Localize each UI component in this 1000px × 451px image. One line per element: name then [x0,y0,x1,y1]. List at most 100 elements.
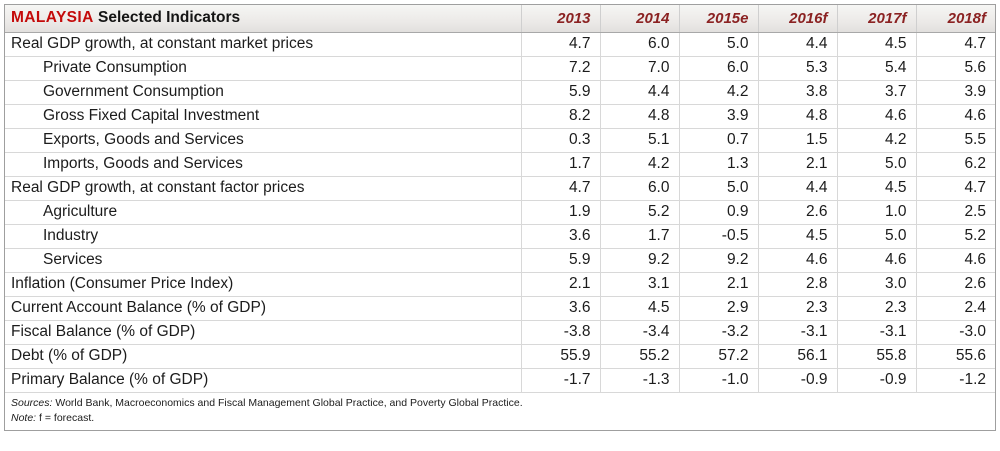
cell-value: 5.2 [915,223,995,248]
cell-value: 5.0 [678,31,758,56]
table-row: Services 5.9 9.2 9.2 4.6 4.6 4.6 [5,247,995,272]
table-row: Exports, Goods and Services 0.3 5.1 0.7 1.5 4… [5,127,995,152]
row-label: Imports, Goods and Services [5,151,521,176]
cell-value: 4.2 [599,151,679,176]
cell-value: -3.2 [678,319,758,344]
cell-value: 5.5 [915,127,995,152]
row-label: Industry [5,223,521,248]
year-header-2017f: 2017f [836,5,916,33]
cell-value: 3.8 [757,79,837,104]
cell-value: 3.1 [599,271,679,296]
cell-value: -0.9 [836,367,916,392]
cell-value: 4.6 [915,247,995,272]
cell-value: 4.7 [520,175,600,200]
cell-value: 3.6 [520,295,600,320]
cell-value: 1.7 [599,223,679,248]
cell-value: 5.3 [757,55,837,80]
cell-value: 55.6 [915,343,995,368]
cell-value: 4.7 [915,175,995,200]
cell-value: 2.3 [757,295,837,320]
table-row: Imports, Goods and Services 1.7 4.2 1.3 2.1 5… [5,151,995,176]
row-label: Debt (% of GDP) [5,343,521,368]
cell-value: 5.9 [520,79,600,104]
cell-value: 0.9 [678,199,758,224]
cell-value: -0.5 [678,223,758,248]
row-label: Real GDP growth, at constant market pric… [5,31,521,56]
table-row: Current Account Balance (% of GDP) 3.6 4.5… [5,295,995,320]
row-label: Inflation (Consumer Price Index) [5,271,521,296]
table-row: Agriculture 1.9 5.2 0.9 2.6 1.0 2.5 [5,199,995,224]
cell-value: 2.6 [915,271,995,296]
cell-value: 3.9 [678,103,758,128]
cell-value: 4.5 [836,31,916,56]
cell-value: 1.9 [520,199,600,224]
table-row: Private Consumption 7.2 7.0 6.0 5.3 5.4 5.6 [5,55,995,80]
cell-value: 2.1 [678,271,758,296]
table-row: Real GDP growth, at constant market pric… [5,31,995,56]
cell-value: 0.3 [520,127,600,152]
year-header-2013: 2013 [520,5,600,33]
cell-value: 4.5 [757,223,837,248]
cell-value: 5.0 [836,151,916,176]
year-header-2018f: 2018f [915,5,995,33]
cell-value: 5.6 [915,55,995,80]
cell-value: -3.0 [915,319,995,344]
cell-value: 55.8 [836,343,916,368]
cell-value: 4.4 [599,79,679,104]
note-label: Note: [11,411,37,424]
cell-value: -1.0 [678,367,758,392]
cell-value: 4.2 [836,127,916,152]
year-header-2016f: 2016f [757,5,837,33]
cell-value: 1.5 [757,127,837,152]
cell-value: 3.0 [836,271,916,296]
cell-value: 5.0 [836,223,916,248]
cell-value: 0.7 [678,127,758,152]
cell-value: 2.6 [757,199,837,224]
table-row: Gross Fixed Capital Investment 8.2 4.8 3.9 4… [5,103,995,128]
sources-note: Sources: World Bank, Macroeconomics and … [11,396,989,411]
table-row: Real GDP growth, at constant factor pric… [5,175,995,200]
cell-value: 55.2 [599,343,679,368]
cell-value: 4.5 [599,295,679,320]
country-name: MALAYSIA [11,9,94,27]
note-text: f = forecast. [39,411,95,424]
row-label: Current Account Balance (% of GDP) [5,295,521,320]
row-label: Real GDP growth, at constant factor pric… [5,175,521,200]
cell-value: 5.2 [599,199,679,224]
cell-value: 6.0 [678,55,758,80]
cell-value: 2.4 [915,295,995,320]
table-title: Selected Indicators [98,9,241,27]
table-row: Primary Balance (% of GDP) -1.7 -1.3 -1.0 -0… [5,367,995,392]
cell-value: 4.6 [836,103,916,128]
cell-value: 57.2 [678,343,758,368]
cell-value: 2.1 [757,151,837,176]
cell-value: 4.7 [520,31,600,56]
cell-value: 4.8 [599,103,679,128]
cell-value: 9.2 [599,247,679,272]
indicators-table-panel: MALAYSIA Selected Indicators 2013 2014 201… [4,4,996,432]
cell-value: 9.2 [678,247,758,272]
row-label: Primary Balance (% of GDP) [5,367,521,392]
cell-value: 3.9 [915,79,995,104]
cell-value: -3.1 [757,319,837,344]
cell-value: 4.2 [678,79,758,104]
cell-value: -3.4 [599,319,679,344]
cell-value: 7.2 [520,55,600,80]
cell-value: 56.1 [757,343,837,368]
cell-value: 1.3 [678,151,758,176]
cell-value: 2.1 [520,271,600,296]
cell-value: 7.0 [599,55,679,80]
row-label: Gross Fixed Capital Investment [5,103,521,128]
cell-value: 2.3 [836,295,916,320]
row-label: Services [5,247,521,272]
table-row: Inflation (Consumer Price Index) 2.1 3.1 2.… [5,271,995,296]
table-body: Real GDP growth, at constant market pric… [5,31,995,392]
forecast-note: Note: f = forecast. [11,411,989,426]
cell-value: -3.1 [836,319,916,344]
table-row: Government Consumption 5.9 4.4 4.2 3.8 3.7 3.9 [5,79,995,104]
cell-value: 5.4 [836,55,916,80]
row-label: Fiscal Balance (% of GDP) [5,319,521,344]
cell-value: -1.7 [520,367,600,392]
cell-value: 4.4 [757,175,837,200]
table-footnotes: Sources: World Bank, Macroeconomics and … [5,392,995,430]
